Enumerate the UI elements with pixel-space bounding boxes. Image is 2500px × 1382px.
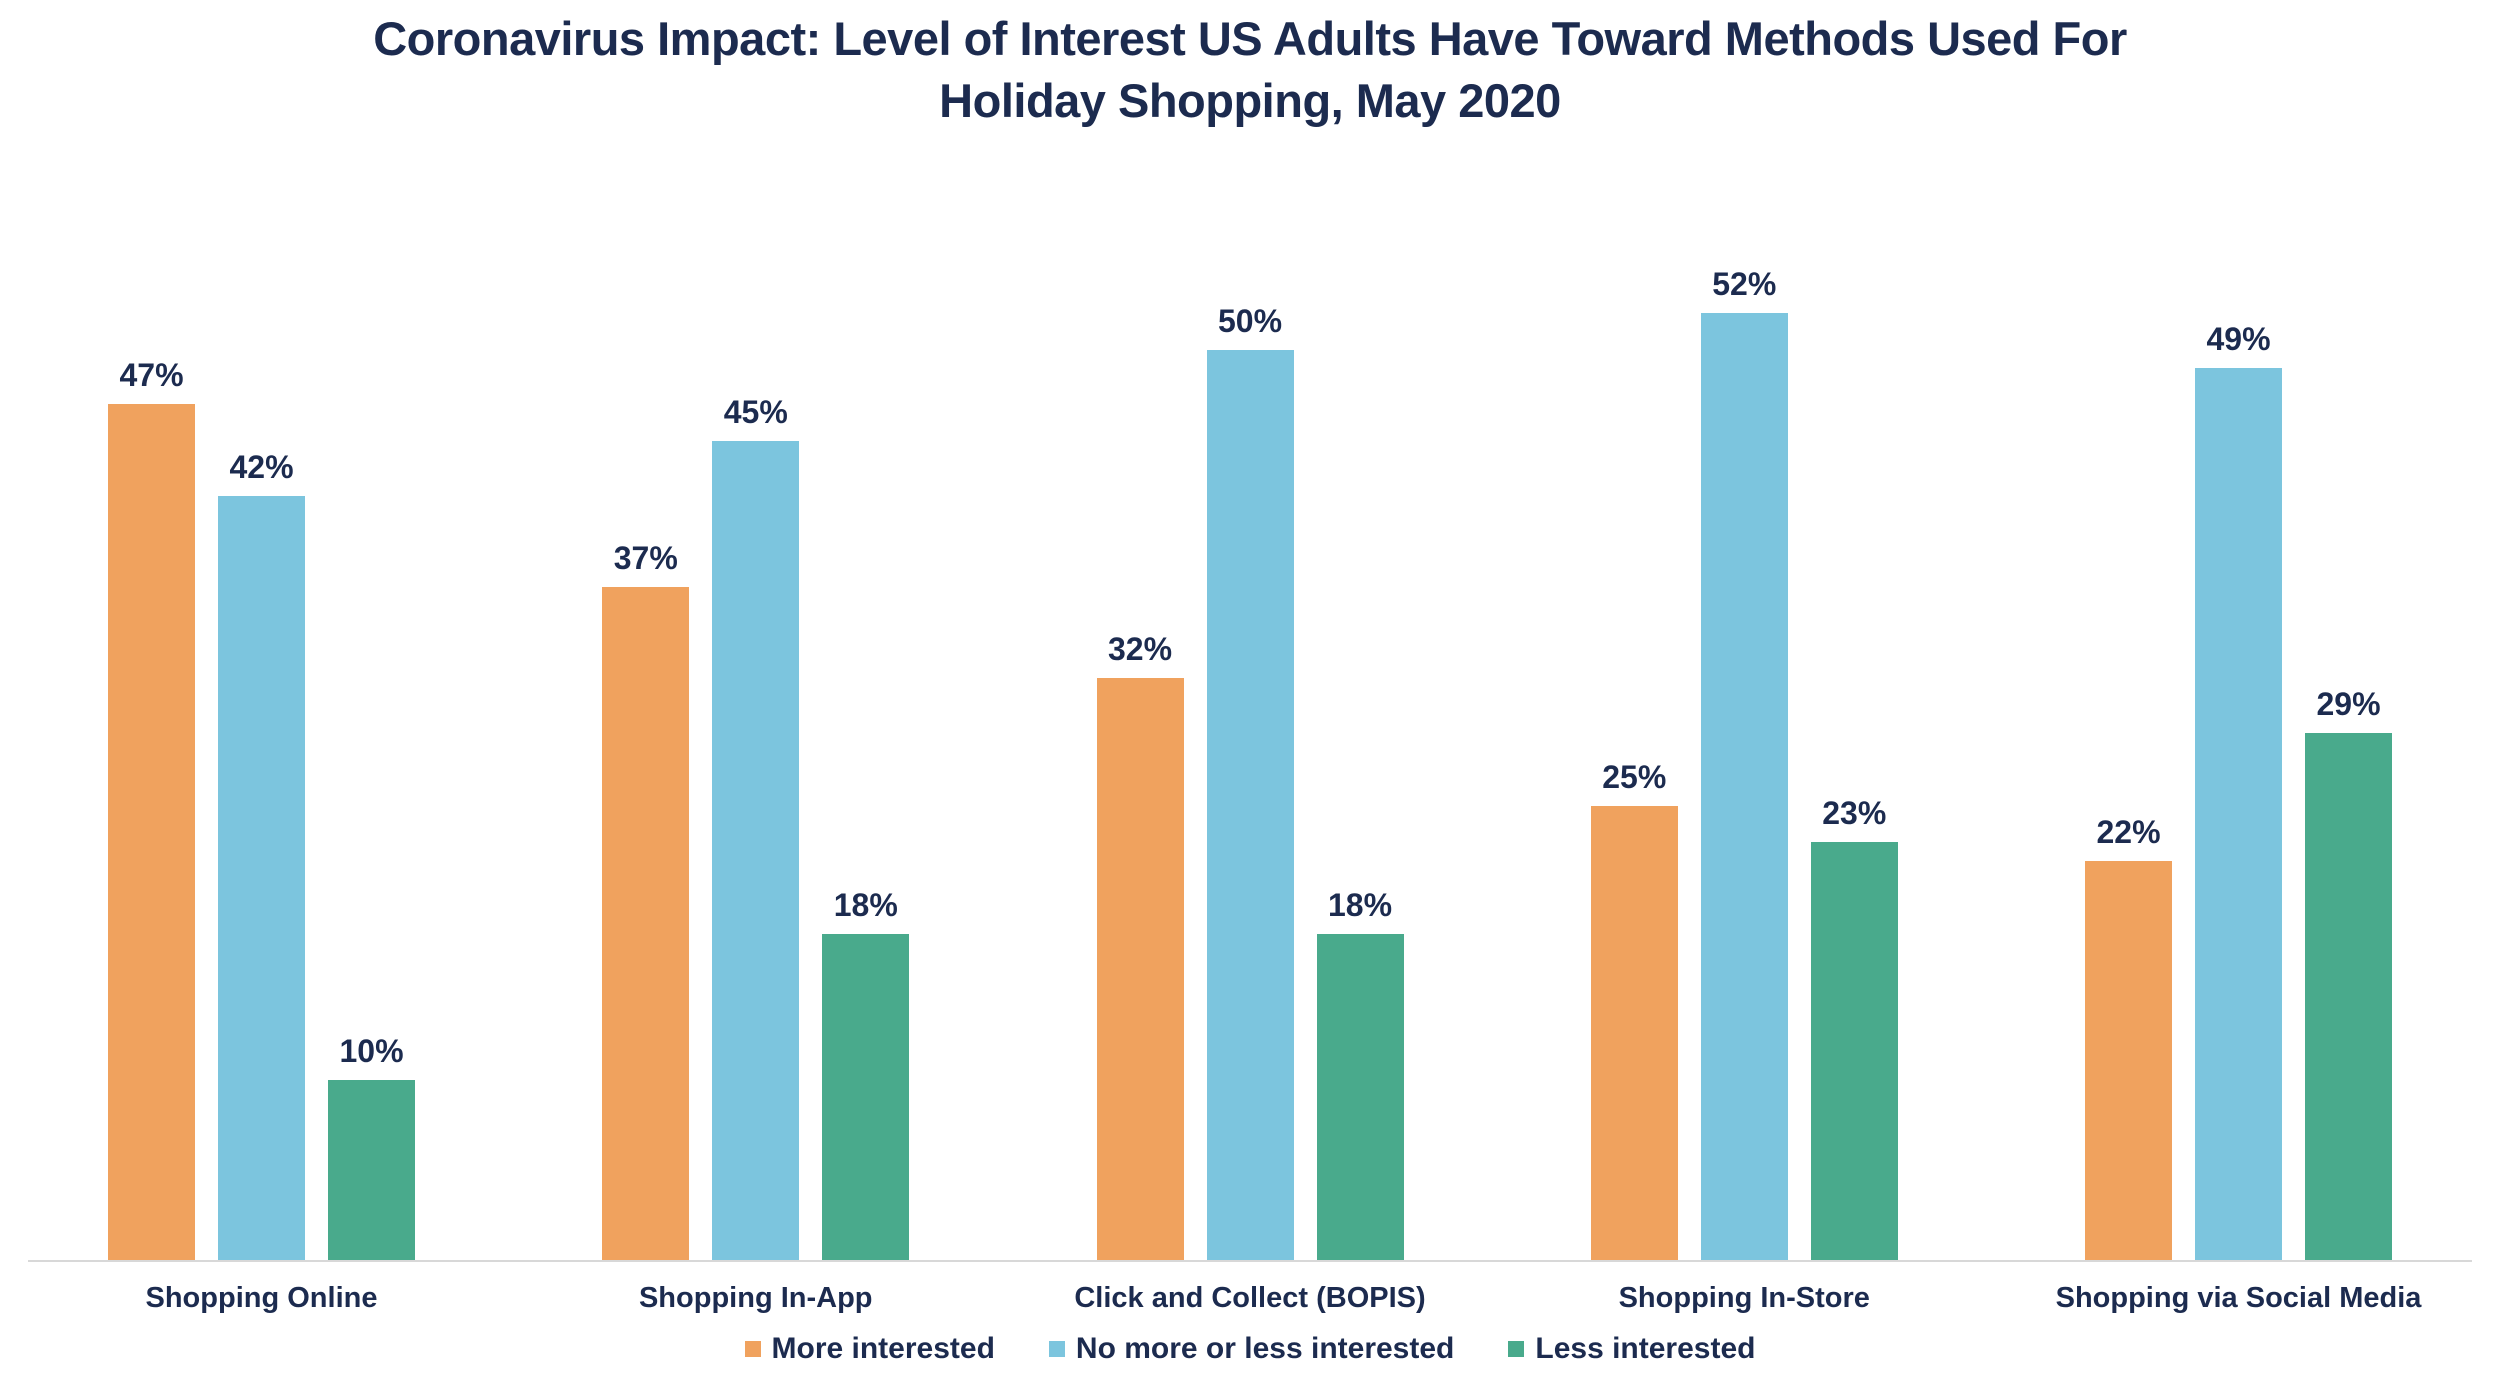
bar-less-interested-shopping-in-app: 18% [822,887,910,1262]
bar-value-label: 52% [1712,266,1777,302]
bar-value-label: 22% [2096,813,2161,850]
legend-item-no-more-or-less-interested: No more or less interested [1048,1332,1455,1366]
bar-value-label: 32% [1107,631,1173,667]
bar-no-more-or-less-interested-shopping-in-app: 45% [712,394,800,1262]
category-label-shopping-in-store: Shopping In-Store [1591,1282,1898,1315]
bar-no-more-or-less-interested-shopping-via-social-media: 49% [2195,321,2282,1262]
chart-title-line1: Coronavirus Impact: Level of Interest US… [373,12,2127,65]
category-label-text: Shopping In-App [638,1282,873,1314]
bar-more-interested-shopping-in-store: 25% [1590,759,1678,1262]
bar-more-interested-shopping-in-app: 37% [602,540,690,1262]
bar-value-label: 25% [1602,758,1667,795]
legend-label: No more or less interested [1075,1332,1455,1365]
bar-no-more-or-less-interested-click-and-collect-bopis: 50% [1206,303,1294,1262]
plot-area: 47% 42% 10% 37% 45% 18% 32% 50% 18% 25% 52% 23% 22% 4… [108,252,2392,1262]
bar-value-label: 37% [613,539,678,576]
legend-swatch-icon [1048,1341,1065,1357]
bar-no-more-or-less-interested-shopping-online: 42% [218,449,305,1262]
bar-value-label: 10% [339,1032,404,1069]
chart-title-line2: Holiday Shopping, May 2020 [939,74,1561,128]
bar-no-more-or-less-interested-shopping-in-store: 52% [1700,266,1788,1262]
bar-more-interested-shopping-via-social-media: 22% [2085,814,2172,1262]
legend-swatch-icon [1508,1341,1525,1357]
legend-label: More interested [771,1332,995,1365]
bar-value-label: 42% [229,448,294,485]
bar-less-interested-shopping-in-store: 23% [1810,795,1898,1262]
legend-label: Less interested [1535,1332,1756,1365]
bar-more-interested-click-and-collect-bopis: 32% [1096,631,1184,1262]
legend: More interested No more or less intereste… [0,1332,2500,1366]
bar-value-label: 45% [723,393,788,430]
category-label-click-and-collect-bopis: Click and Collect (BOPIS) [1074,1282,1425,1315]
bar-less-interested-shopping-via-social-media: 29% [2305,686,2392,1262]
bar-value-label: 23% [1822,795,1887,832]
bar-less-interested-click-and-collect-bopis: 18% [1316,887,1404,1262]
bar-group-shopping-in-app: 37% 45% 18% [602,394,910,1262]
x-axis-line [28,1260,2472,1262]
chart-title: Coronavirus Impact: Level of Interest US… [0,8,2500,132]
category-label-shopping-online: Shopping Online [108,1282,415,1315]
legend-swatch-icon [744,1341,761,1357]
bar-group-shopping-online: 47% 42% 10% [108,357,415,1262]
legend-item-less-interested: Less interested [1508,1332,1755,1366]
bar-value-label: 29% [2316,685,2381,722]
category-label-text: Click and Collect (BOPIS) [1074,1282,1426,1314]
bar-less-interested-shopping-online: 10% [328,1033,415,1262]
bar-more-interested-shopping-online: 47% [108,357,195,1262]
bar-value-label: 18% [833,886,898,923]
legend-item-more-interested: More interested [744,1332,995,1366]
category-label-text: Shopping In-Store [1618,1282,1870,1314]
category-axis-labels: Shopping Online Shopping In-App Click and … [108,1282,2422,1315]
bar-group-click-and-collect-bopis: 32% 50% 18% [1096,303,1404,1262]
category-label-text: Shopping via Social Media [2055,1282,2422,1314]
bar-value-label: 50% [1217,302,1283,339]
bar-group-shopping-in-store: 25% 52% 23% [1590,266,1898,1262]
category-label-shopping-via-social-media: Shopping via Social Media [2056,1282,2422,1315]
bar-group-shopping-via-social-media: 22% 49% 29% [2085,321,2392,1262]
bar-value-label: 49% [2206,320,2271,357]
category-label-shopping-in-app: Shopping In-App [602,1282,909,1315]
bar-value-label: 18% [1327,886,1393,923]
bar-value-label: 47% [119,357,184,394]
category-label-text: Shopping Online [145,1282,378,1314]
